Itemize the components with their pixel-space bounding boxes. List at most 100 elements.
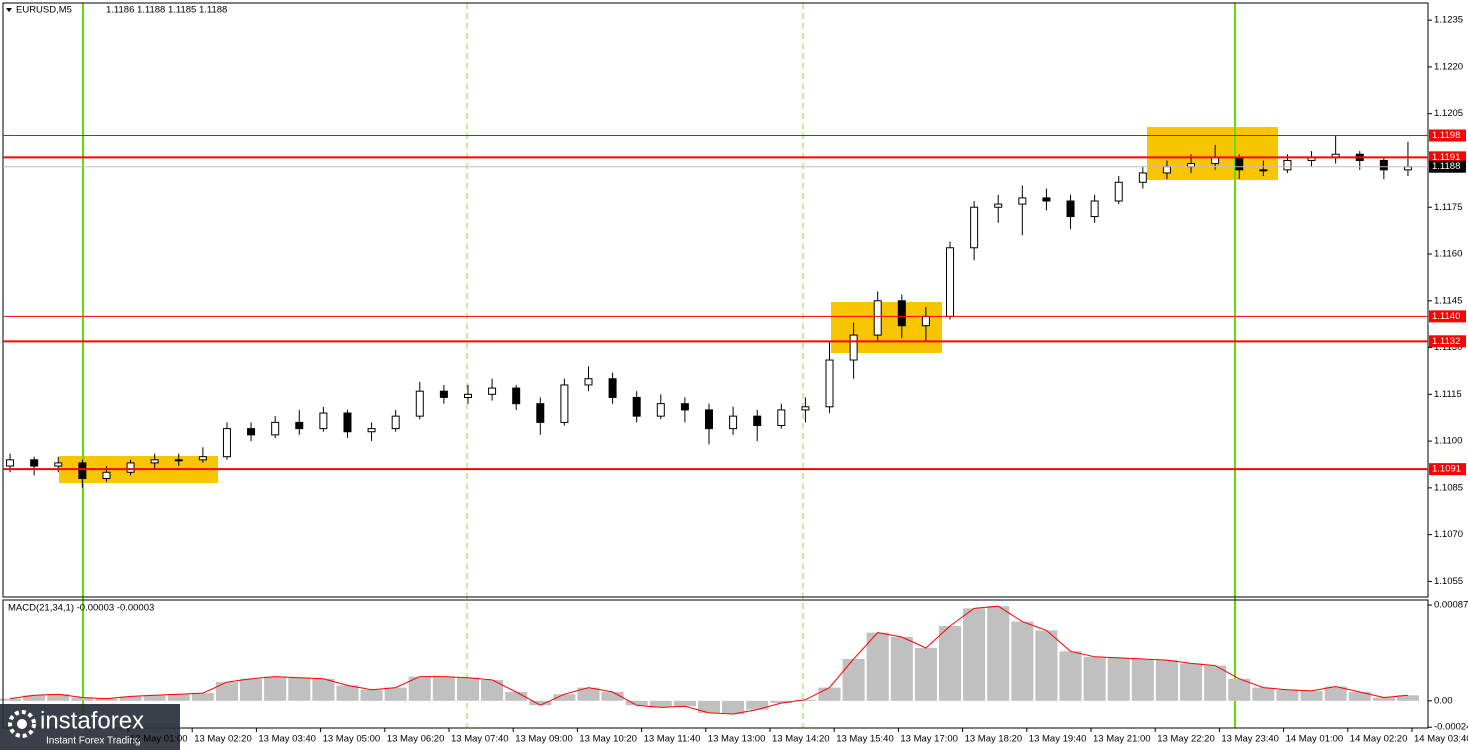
x-tick-label: 13 May 18:20 — [965, 734, 1023, 745]
macd-bar — [336, 685, 359, 701]
macd-bar — [167, 694, 190, 701]
level-label-box — [1429, 463, 1466, 476]
candle-body — [367, 428, 376, 433]
candle-body — [680, 403, 689, 411]
y-tick-label: 1.1115 — [1434, 389, 1462, 400]
ohlc: 1.1186 1.1188 1.1185 1.1188 — [106, 5, 227, 16]
macd-bar — [673, 700, 696, 707]
x-tick-label: 13 May 22:20 — [1157, 734, 1215, 745]
x-tick-label: 13 May 03:40 — [258, 734, 316, 745]
candle-body — [536, 403, 545, 423]
macd-bar — [456, 677, 480, 701]
candle-body — [271, 421, 280, 436]
macd-bar — [722, 700, 745, 715]
macd-bar — [408, 676, 431, 701]
macd-bar — [23, 695, 46, 701]
candle-body — [729, 415, 738, 430]
macd-bar — [288, 677, 311, 701]
macd-bar — [963, 608, 986, 701]
macd-bar — [1035, 630, 1058, 701]
level-label: 1.1140 — [1432, 311, 1460, 322]
macd-bar — [818, 687, 841, 701]
macd-bar — [842, 658, 865, 701]
y-tick-label: 1.1130 — [1434, 342, 1462, 353]
y-tick-label: 1.1205 — [1434, 108, 1463, 119]
macd-bar — [1348, 692, 1371, 701]
macd-bar — [505, 692, 528, 701]
macd-frame — [2, 599, 1429, 729]
level-label-box — [1429, 335, 1466, 348]
candle-body — [463, 393, 472, 398]
level-label: 1.1091 — [1432, 464, 1461, 475]
candle-body — [54, 462, 63, 467]
candle-body — [994, 203, 1003, 208]
x-tick-label: 14 May 01:00 — [1286, 734, 1344, 745]
macd-bar — [1059, 651, 1082, 701]
main-frame — [2, 2, 1429, 598]
candle-body — [801, 406, 810, 411]
plot — [0, 135, 1419, 715]
x-tick-label: 13 May 19:40 — [1029, 734, 1087, 745]
macd-bar — [1107, 657, 1130, 701]
x-tick-label: 13 May 13:00 — [708, 734, 766, 745]
level-label-box — [1429, 310, 1466, 323]
x-tick-label: 14 May 02:20 — [1350, 734, 1408, 745]
macd-bar — [1204, 665, 1227, 701]
candle-body — [1283, 159, 1292, 171]
candle-body — [1162, 166, 1171, 174]
current-price-box — [1429, 160, 1466, 173]
candle-body — [102, 471, 111, 480]
macd-bar — [987, 606, 1010, 701]
candle-body — [656, 403, 665, 417]
watermark-tagline: Instant Forex Trading — [46, 736, 141, 747]
candle-body — [873, 300, 882, 336]
macd-title: MACD(21,34,1) -0.00003 -0.00003 — [8, 603, 154, 614]
x-tick-label: 13 May 11:40 — [644, 734, 701, 745]
candle-body — [1066, 200, 1075, 218]
level-label-box — [1429, 129, 1466, 142]
x-tick-label: 13 May 01:00 — [130, 734, 188, 745]
candle-body — [1042, 197, 1051, 202]
macd-bar — [601, 692, 624, 701]
macd-bar — [1324, 686, 1347, 701]
macd-bar — [914, 647, 937, 701]
x-tick-label: 13 May 10:20 — [579, 734, 637, 745]
candle-body — [30, 459, 39, 467]
candle-body — [1379, 159, 1388, 171]
candle-body — [1235, 156, 1244, 171]
macd-signal — [10, 605, 1408, 715]
macd-bar — [553, 694, 576, 701]
macd-bar — [1228, 678, 1251, 701]
current-price-label: 1.1188 — [1432, 161, 1460, 172]
candle-body — [753, 415, 762, 427]
macd-bar — [1011, 621, 1034, 701]
candle-body — [415, 390, 424, 417]
y-tick-label: 1.1070 — [1434, 529, 1463, 540]
macd-bar — [1396, 695, 1419, 701]
macd-bar — [215, 682, 239, 701]
x-tick-label: 13 May 23:40 — [1221, 734, 1279, 745]
macd-bar — [697, 700, 721, 713]
x-tick-label: 14 May 03:40 — [1414, 734, 1468, 745]
y-tick-label: 1.1145 — [1434, 295, 1462, 306]
macd-bar — [1252, 687, 1275, 701]
macd-bar — [481, 679, 504, 701]
macd-bar — [577, 687, 600, 701]
macd-bar — [240, 678, 263, 701]
macd-bar — [1131, 658, 1154, 701]
y-tick-label: -0.00024 — [1434, 722, 1468, 733]
macd-bar — [95, 698, 118, 701]
x-tick-label: 13 May 02:20 — [194, 734, 252, 745]
candle-body — [1259, 169, 1268, 172]
macd-bar — [625, 700, 648, 706]
candle-body — [198, 456, 207, 461]
macd-bar — [1300, 690, 1323, 701]
candle-body — [1138, 172, 1147, 183]
candle-body — [1114, 181, 1123, 202]
x-tick-label: 13 May 09:00 — [515, 734, 573, 745]
candle-body — [970, 206, 979, 249]
y-tick-label: 1.1055 — [1434, 576, 1463, 587]
macd-bar — [0, 698, 22, 701]
candle-body — [512, 387, 521, 405]
